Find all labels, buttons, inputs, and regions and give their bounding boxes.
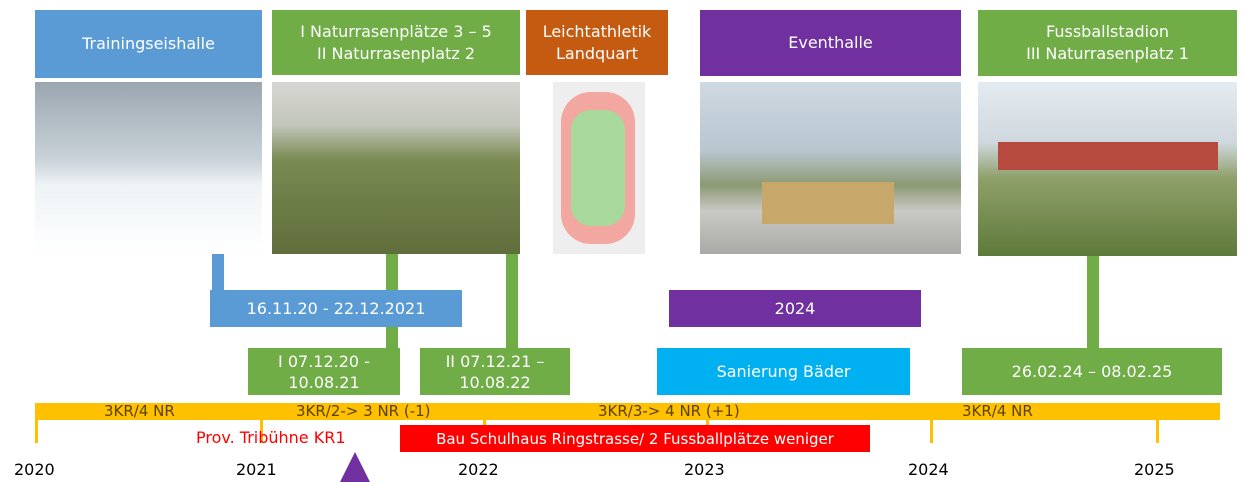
- construction-box: Bau Schulhaus Ringstrasse/ 2 Fussballplä…: [400, 425, 870, 452]
- date-box: II 07.12.21 – 10.08.22: [420, 348, 570, 395]
- construction-text: Bau Schulhaus Ringstrasse/ 2 Fussballplä…: [436, 429, 834, 448]
- header-box: Eventhalle: [700, 10, 961, 76]
- date-box: 2024: [669, 290, 921, 327]
- header-text: Trainingseishalle: [82, 34, 215, 53]
- event-hall-photo: [700, 82, 961, 254]
- header-box: Trainingseishalle: [35, 10, 262, 78]
- segment-label: 3KR/4 NR: [104, 402, 175, 420]
- header-text: Fussballstadion: [1046, 22, 1169, 41]
- year-label: 2020: [14, 460, 55, 479]
- year-tick: [260, 420, 263, 443]
- segment-label: 3KR/3-> 4 NR (+1): [598, 402, 740, 420]
- tribune-note: Prov. Tribühne KR1: [196, 428, 346, 447]
- year-label: 2025: [1134, 460, 1175, 479]
- header-box: Fussballstadion III Naturrasenplatz 1: [978, 10, 1237, 76]
- header-text: I Naturrasenplätze 3 – 5: [300, 21, 492, 41]
- header-text: III Naturrasenplatz 1: [1026, 44, 1189, 63]
- date-text: 16.11.20 - 22.12.2021: [246, 298, 426, 318]
- date-text: 26.02.24 – 08.02.25: [1011, 361, 1173, 381]
- track-plan: [553, 82, 645, 254]
- header-text: Leichtathletik: [542, 21, 652, 41]
- year-tick: [35, 420, 38, 443]
- date-box: I 07.12.20 - 10.08.21: [248, 348, 400, 395]
- football-field-photo: [272, 82, 520, 254]
- date-text: Sanierung Bäder: [716, 361, 851, 381]
- connector: [212, 254, 224, 290]
- header-text: Eventhalle: [788, 33, 873, 52]
- year-label: 2022: [458, 460, 499, 479]
- segment-label: 3KR/4 NR: [962, 402, 1033, 420]
- stadium-photo: [978, 82, 1237, 256]
- header-box: I Naturrasenplätze 3 – 5 II Naturrasenpl…: [272, 10, 520, 75]
- date-text: 10.08.22: [459, 372, 531, 392]
- ice-hall-photo: [35, 82, 262, 254]
- date-text: I 07.12.20 -: [278, 351, 370, 371]
- header-box: Leichtathletik Landquart: [526, 10, 668, 75]
- date-text: II 07.12.21 –: [445, 351, 545, 371]
- segment-label: 3KR/2-> 3 NR (-1): [296, 402, 431, 420]
- year-tick: [930, 420, 933, 443]
- year-label: 2021: [236, 460, 277, 479]
- connector: [1087, 256, 1099, 350]
- header-text: II Naturrasenplatz 2: [316, 43, 476, 63]
- timeline-bar: [35, 403, 1220, 420]
- date-text: 10.08.21: [288, 372, 360, 392]
- date-box: 26.02.24 – 08.02.25: [962, 348, 1222, 395]
- year-label: 2023: [684, 460, 725, 479]
- date-text: 2024: [774, 298, 816, 318]
- marker-triangle: [340, 452, 370, 482]
- date-box: Sanierung Bäder: [657, 348, 910, 395]
- date-box: 16.11.20 - 22.12.2021: [210, 290, 462, 327]
- year-label: 2024: [908, 460, 949, 479]
- connector: [506, 254, 518, 350]
- year-tick: [1156, 420, 1159, 443]
- header-text: Landquart: [556, 43, 638, 63]
